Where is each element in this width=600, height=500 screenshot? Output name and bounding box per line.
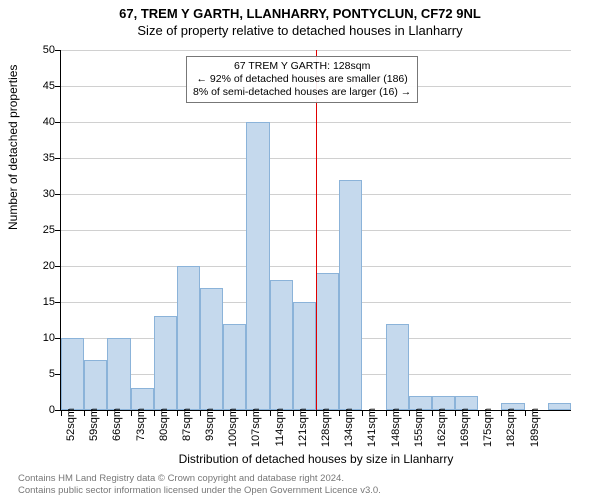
x-tick <box>61 410 62 416</box>
histogram-bar <box>270 280 293 410</box>
footer-line1: Contains HM Land Registry data © Crown c… <box>18 473 381 485</box>
marker-line <box>316 50 317 410</box>
x-axis-label: Distribution of detached houses by size … <box>61 452 571 466</box>
y-tick-label: 30 <box>31 188 55 200</box>
y-tick-label: 0 <box>31 404 55 416</box>
x-tick <box>154 410 155 416</box>
x-tick-label: 73sqm <box>135 408 147 454</box>
x-tick-label: 155sqm <box>413 408 425 454</box>
x-tick-label: 100sqm <box>227 408 239 454</box>
histogram-bar <box>339 180 362 410</box>
x-tick <box>200 410 201 416</box>
x-tick-label: 169sqm <box>459 408 471 454</box>
footer-line2: Contains public sector information licen… <box>18 485 381 497</box>
x-tick-label: 80sqm <box>158 408 170 454</box>
y-tick <box>55 194 61 195</box>
y-tick-label: 45 <box>31 80 55 92</box>
x-tick <box>84 410 85 416</box>
y-tick-label: 40 <box>31 116 55 128</box>
y-tick-label: 25 <box>31 224 55 236</box>
x-tick <box>107 410 108 416</box>
x-tick <box>478 410 479 416</box>
footer-attribution: Contains HM Land Registry data © Crown c… <box>18 473 381 497</box>
y-tick <box>55 122 61 123</box>
y-tick <box>55 50 61 51</box>
chart-title-main: 67, TREM Y GARTH, LLANHARRY, PONTYCLUN, … <box>0 0 600 21</box>
y-axis-label: Number of detached properties <box>6 65 20 230</box>
x-tick-label: 141sqm <box>366 408 378 454</box>
x-tick-label: 128sqm <box>320 408 332 454</box>
histogram-bar <box>107 338 130 410</box>
histogram-bar <box>386 324 409 410</box>
x-tick <box>339 410 340 416</box>
histogram-bar <box>223 324 246 410</box>
y-tick <box>55 86 61 87</box>
y-tick-label: 10 <box>31 332 55 344</box>
x-tick <box>316 410 317 416</box>
histogram-bar <box>316 273 339 410</box>
y-tick <box>55 302 61 303</box>
x-tick <box>270 410 271 416</box>
histogram-bar <box>548 403 571 410</box>
x-tick-label: 87sqm <box>181 408 193 454</box>
x-tick-label: 121sqm <box>297 408 309 454</box>
chart-title-sub: Size of property relative to detached ho… <box>0 23 600 38</box>
x-tick-label: 59sqm <box>88 408 100 454</box>
x-tick <box>246 410 247 416</box>
x-tick <box>386 410 387 416</box>
histogram-bar <box>293 302 316 410</box>
x-tick <box>409 410 410 416</box>
x-tick-label: 107sqm <box>250 408 262 454</box>
annotation-line2: ← 92% of detached houses are smaller (18… <box>193 73 411 86</box>
annotation-box: 67 TREM Y GARTH: 128sqm ← 92% of detache… <box>186 56 418 103</box>
x-tick-label: 175sqm <box>482 408 494 454</box>
histogram-bar <box>131 388 154 410</box>
x-tick <box>177 410 178 416</box>
annotation-line3: 8% of semi-detached houses are larger (1… <box>193 86 411 99</box>
histogram-bar <box>154 316 177 410</box>
x-tick-label: 114sqm <box>274 408 286 454</box>
x-tick <box>432 410 433 416</box>
x-tick-label: 148sqm <box>390 408 402 454</box>
x-tick-label: 93sqm <box>204 408 216 454</box>
x-tick <box>223 410 224 416</box>
histogram-bar <box>200 288 223 410</box>
y-tick-label: 35 <box>31 152 55 164</box>
y-tick <box>55 230 61 231</box>
x-tick-label: 182sqm <box>505 408 517 454</box>
y-tick-label: 15 <box>31 296 55 308</box>
y-tick-label: 20 <box>31 260 55 272</box>
x-tick-label: 189sqm <box>529 408 541 454</box>
y-tick-label: 50 <box>31 44 55 56</box>
x-tick <box>362 410 363 416</box>
x-tick-label: 134sqm <box>343 408 355 454</box>
chart-plot-area: Distribution of detached houses by size … <box>60 50 571 411</box>
x-tick <box>525 410 526 416</box>
y-tick <box>55 158 61 159</box>
x-tick <box>501 410 502 416</box>
histogram-bar <box>177 266 200 410</box>
x-tick <box>131 410 132 416</box>
x-tick <box>293 410 294 416</box>
histogram-bar <box>246 122 269 410</box>
histogram-bar <box>84 360 107 410</box>
y-tick-label: 5 <box>31 368 55 380</box>
annotation-line1: 67 TREM Y GARTH: 128sqm <box>193 60 411 73</box>
x-tick <box>455 410 456 416</box>
y-tick <box>55 266 61 267</box>
x-tick-label: 52sqm <box>65 408 77 454</box>
histogram-bar <box>61 338 84 410</box>
x-tick-label: 162sqm <box>436 408 448 454</box>
x-tick-label: 66sqm <box>111 408 123 454</box>
